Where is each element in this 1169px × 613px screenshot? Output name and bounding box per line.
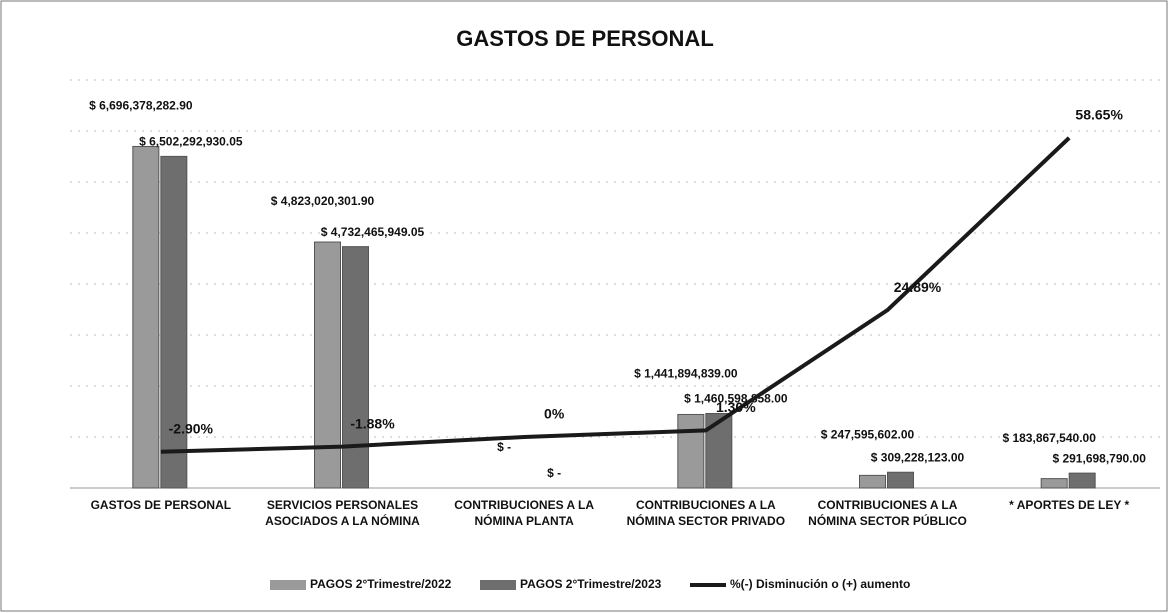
bar (1040, 478, 1068, 489)
data-label: $ 4,732,465,949.05 (321, 225, 425, 239)
data-label: $ - (497, 440, 511, 454)
bar (1068, 472, 1096, 489)
bar (342, 246, 369, 489)
x-tick-label: CONTRIBUCIONES A LA NÓMINA PLANTA (454, 498, 594, 528)
line-label: 24.89% (894, 279, 942, 295)
bar (705, 413, 733, 489)
line-label: 1.30% (716, 399, 756, 415)
bar (314, 241, 341, 489)
x-tick-label: GASTOS DE PERSONAL (91, 498, 231, 512)
data-label: $ 6,502,292,930.05 (139, 135, 243, 149)
data-label: $ 4,823,020,301.90 (271, 194, 375, 208)
data-label: $ 183,867,540.00 (1002, 431, 1096, 445)
line-label: 0% (544, 406, 565, 422)
bar (677, 413, 705, 489)
bar (132, 145, 160, 489)
x-tick-label: SERVICIOS PERSONALES ASOCIADOS A LA NÓMIN… (265, 498, 420, 528)
bar (859, 474, 886, 489)
x-tick-label: CONTRIBUCIONES A LA NÓMINA SECTOR PÚBLICO (808, 498, 967, 528)
bar (887, 471, 914, 489)
data-label: $ 309,228,123.00 (871, 450, 965, 464)
legend-label: %(-) Disminución o (+) aumento (730, 577, 910, 591)
legend-label: PAGOS 2°Trimestre/2022 (310, 577, 452, 591)
chart-title: GASTOS DE PERSONAL (456, 26, 714, 51)
legend-label: PAGOS 2°Trimestre/2023 (520, 577, 662, 591)
data-label: $ 291,698,790.00 (1052, 451, 1146, 465)
line (160, 136, 1071, 454)
line-label: -1.88% (350, 415, 395, 431)
legend-swatch (270, 580, 306, 590)
x-tick-label: CONTRIBUCIONES A LA NÓMINA SECTOR PRIVADO (627, 498, 785, 528)
data-label: $ 1,441,894,839.00 (634, 367, 738, 381)
x-tick-label: * APORTES DE LEY * (1009, 498, 1129, 512)
data-label: $ - (547, 466, 561, 480)
data-label: $ 6,696,378,282.90 (89, 99, 193, 113)
legend-swatch (480, 580, 516, 590)
line-label: -2.90% (169, 420, 214, 436)
line-label: 58.65% (1075, 107, 1123, 123)
bar (160, 155, 188, 489)
data-label: $ 247,595,602.00 (821, 428, 915, 442)
